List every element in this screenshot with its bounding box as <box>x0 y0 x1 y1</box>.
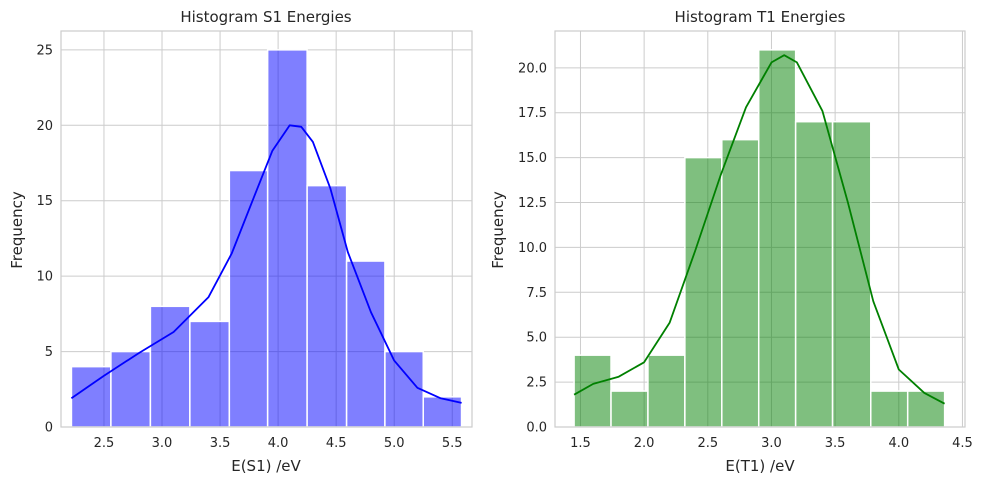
t1-histogram-panel: Histogram T1 Energies E(T1) /eV Frequenc… <box>489 8 973 475</box>
plot-frame <box>554 30 966 428</box>
x-tick-label: 3.5 <box>825 436 846 451</box>
x-tick-labels: 2.5 3.0 3.5 4.0 4.5 5.0 5.5 <box>94 436 463 451</box>
x-tick-label: 2.5 <box>697 436 718 451</box>
chart-title: Histogram S1 Energies <box>180 8 351 26</box>
histogram-bar <box>684 156 723 428</box>
histogram-bar <box>610 390 649 428</box>
x-tick-label: 2.5 <box>94 436 115 451</box>
x-axis-label: E(S1) /eV <box>231 457 301 475</box>
x-tick-labels: 1.5 2.0 2.5 3.0 3.5 4.0 4.5 <box>570 436 973 451</box>
histogram-bars <box>70 49 463 428</box>
chart-title: Histogram T1 Energies <box>675 8 846 26</box>
histogram-bar <box>906 390 946 428</box>
plot-frame <box>60 30 473 428</box>
y-tick-label: 20.0 <box>518 61 547 76</box>
y-tick-label: 25 <box>36 43 53 58</box>
x-tick-label: 2.0 <box>634 436 655 451</box>
y-tick-labels: 0 5 10 15 20 25 <box>36 43 53 435</box>
y-tick-label: 15 <box>36 194 53 209</box>
y-tick-label: 0.0 <box>526 421 547 436</box>
histogram-bar <box>757 49 797 428</box>
x-tick-label: 5.5 <box>442 436 463 451</box>
histogram-bar <box>870 390 909 428</box>
plot-area <box>554 30 966 428</box>
y-tick-label: 10 <box>36 270 53 285</box>
y-tick-label: 7.5 <box>526 286 547 301</box>
histogram-bar <box>149 305 191 428</box>
x-tick-label: 4.5 <box>952 436 973 451</box>
histogram-bar <box>647 354 686 428</box>
y-tick-label: 12.5 <box>518 196 547 211</box>
histogram-bar <box>384 350 424 428</box>
histogram-bar <box>266 49 308 428</box>
kde-curve <box>573 54 946 405</box>
y-tick-label: 5 <box>45 345 53 360</box>
y-tick-label: 10.0 <box>518 241 547 256</box>
x-tick-label: 4.0 <box>268 436 289 451</box>
histogram-bar <box>721 138 760 428</box>
y-tick-labels: 0.0 2.5 5.0 7.5 10.0 12.5 15.0 17.5 20.0 <box>518 61 547 435</box>
x-tick-label: 5.0 <box>384 436 405 451</box>
histogram-bar <box>306 184 348 428</box>
y-tick-label: 2.5 <box>526 376 547 391</box>
y-tick-label: 17.5 <box>518 106 547 121</box>
kde-curve <box>70 124 462 404</box>
x-tick-label: 4.5 <box>326 436 347 451</box>
y-axis-label: Frequency <box>489 191 507 269</box>
histogram-bar <box>110 350 152 428</box>
x-tick-label: 4.0 <box>888 436 909 451</box>
histogram-bars <box>573 49 946 428</box>
y-tick-label: 5.0 <box>526 331 547 346</box>
y-tick-label: 0 <box>45 421 53 436</box>
x-tick-label: 3.0 <box>761 436 782 451</box>
y-axis-label: Frequency <box>8 191 26 269</box>
histogram-bar <box>794 120 834 428</box>
histogram-bar <box>189 320 231 428</box>
x-tick-label: 1.5 <box>570 436 591 451</box>
x-axis-label: E(T1) /eV <box>725 457 795 475</box>
x-tick-label: 3.5 <box>210 436 231 451</box>
y-tick-label: 15.0 <box>518 151 547 166</box>
s1-histogram-panel: Histogram S1 Energies E(S1) /eV Frequenc… <box>8 8 473 475</box>
histogram-bar <box>345 260 386 428</box>
y-tick-label: 20 <box>36 119 53 134</box>
x-tick-label: 3.0 <box>152 436 173 451</box>
plot-area <box>60 30 473 428</box>
